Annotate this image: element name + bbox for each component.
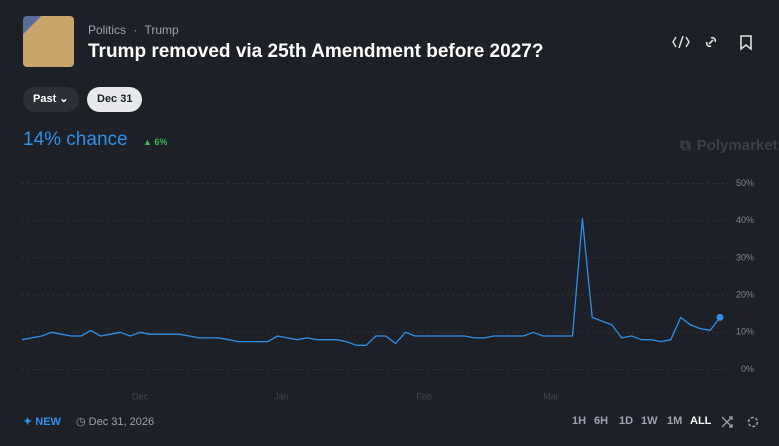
x-tick-label: Jan xyxy=(274,391,289,401)
y-tick-label: 10% xyxy=(736,327,754,337)
breadcrumb-item[interactable]: Trump xyxy=(144,23,179,37)
x-tick-label: Mar xyxy=(543,391,559,401)
new-badge: ✦ NEW xyxy=(23,416,61,428)
range-button[interactable]: 1D xyxy=(619,415,634,427)
footer-icons xyxy=(721,416,759,428)
last-point xyxy=(716,313,724,321)
chance-change: ▲ 6% xyxy=(143,137,168,147)
y-tick-label: 30% xyxy=(736,252,754,262)
chance-label: 14% chance xyxy=(23,129,128,150)
brand: ⧉ Polymarket xyxy=(680,137,778,154)
breadcrumb: Politics · Trump xyxy=(88,23,179,37)
x-tick-label: Dec xyxy=(132,391,149,401)
past-button[interactable]: Past ⌄ xyxy=(23,87,79,112)
market-title: Trump removed via 25th Amendment before … xyxy=(88,41,544,62)
y-tick-label: 40% xyxy=(736,215,754,225)
link-icon[interactable] xyxy=(705,36,717,48)
separator: · xyxy=(133,23,138,37)
range-button[interactable]: 1H xyxy=(572,415,587,427)
range-button[interactable]: ALL xyxy=(690,415,712,427)
range-button[interactable]: 1W xyxy=(641,415,658,427)
range-button[interactable]: 1M xyxy=(667,415,683,427)
up-arrow: ▲ xyxy=(143,137,155,147)
date-button[interactable]: Dec 31 xyxy=(87,87,143,112)
bookmark-icon[interactable] xyxy=(740,35,752,51)
price-line xyxy=(21,218,721,346)
breadcrumb-item[interactable]: Politics xyxy=(88,23,127,37)
y-tick-label: 20% xyxy=(736,289,754,299)
market-thumbnail xyxy=(23,16,74,67)
range-button[interactable]: 6H xyxy=(594,415,609,427)
embed-icon[interactable] xyxy=(672,35,690,49)
header-icons xyxy=(672,35,752,51)
y-tick-label: 0% xyxy=(741,364,754,374)
y-tick-label: 50% xyxy=(736,178,754,188)
settings-icon[interactable] xyxy=(747,416,759,428)
end-date: ◷ Dec 31, 2026 xyxy=(76,416,155,428)
shuffle-icon[interactable] xyxy=(721,416,733,428)
x-tick-label: Feb xyxy=(416,391,432,401)
